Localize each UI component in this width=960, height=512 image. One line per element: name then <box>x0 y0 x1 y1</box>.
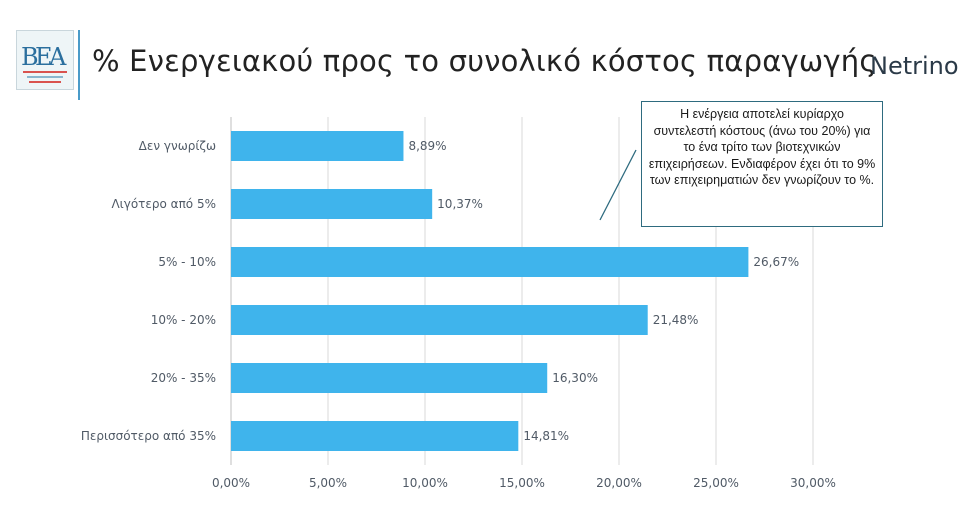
category-label: Περισσότερο από 35% <box>81 429 216 443</box>
bar <box>231 189 433 219</box>
x-tick-label: 5,00% <box>309 476 347 490</box>
data-label: 26,67% <box>753 255 799 269</box>
callout-box: Η ενέργεια αποτελεί κυρίαρχο συντελεστή … <box>641 101 883 227</box>
svg-text:Α: Α <box>48 43 67 71</box>
bar <box>231 363 548 393</box>
bea-logo-mark: Β Ε Α <box>21 43 67 83</box>
x-tick-label: 15,00% <box>499 476 545 490</box>
data-label: 16,30% <box>552 371 598 385</box>
bars <box>231 131 749 451</box>
callout-text: Η ενέργεια αποτελεί κυρίαρχο συντελεστή … <box>648 107 876 187</box>
data-label: 8,89% <box>408 139 446 153</box>
svg-text:Ε: Ε <box>35 43 53 71</box>
labels: 0,00% 5,00% 10,00% 15,00% 20,00% 25,00% 30,00%… <box>81 139 836 490</box>
category-label: 5% - 10% <box>158 255 216 269</box>
bea-logo: Β Ε Α <box>16 30 74 90</box>
category-label: 10% - 20% <box>151 313 216 327</box>
bar <box>231 421 519 451</box>
bar <box>231 247 749 277</box>
bar <box>231 131 404 161</box>
bar <box>231 305 648 335</box>
x-tick-label: 20,00% <box>596 476 642 490</box>
data-label: 21,48% <box>653 313 699 327</box>
callout-pointer <box>599 149 637 221</box>
brand-logo: Netrino <box>870 52 959 80</box>
page-title: % Ενεργειακού προς το συνολικό κόστος πα… <box>92 44 877 78</box>
x-tick-label: 30,00% <box>790 476 836 490</box>
title-divider <box>78 30 80 100</box>
svg-text:Β: Β <box>21 43 39 71</box>
category-label: 20% - 35% <box>151 371 216 385</box>
x-tick-label: 0,00% <box>212 476 250 490</box>
x-tick-label: 10,00% <box>402 476 448 490</box>
brand-name: Netrino <box>870 52 959 80</box>
data-label: 14,81% <box>523 429 569 443</box>
x-tick-label: 25,00% <box>693 476 739 490</box>
data-label: 10,37% <box>437 197 483 211</box>
category-label: Δεν γνωρίζω <box>139 139 216 153</box>
category-label: Λιγότερο από 5% <box>111 197 216 211</box>
